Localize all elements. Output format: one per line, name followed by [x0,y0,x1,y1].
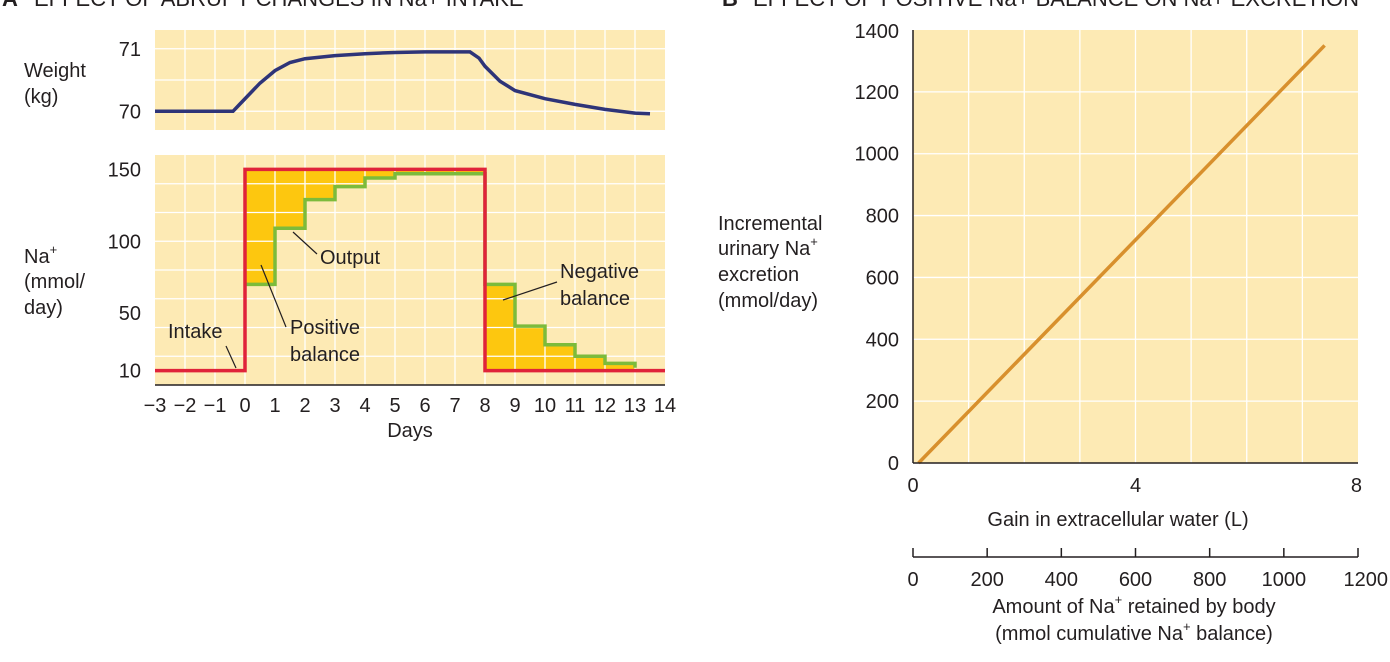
sodium-y-tick-labels: 10 50 100 150 [108,159,141,382]
water-tick-label: 4 [1130,475,1141,497]
positive-balance-annotation-line2: balance [290,344,360,366]
output-annotation-leader [292,231,318,255]
days-tick-label: 5 [389,395,400,417]
days-tick-label: 14 [654,395,676,417]
intake-annotation-leader [225,345,237,369]
positive-balance-annotation-leader [260,264,287,328]
sodium-retained-label-line2: (mmol cumulative Na+ balance) [995,619,1273,645]
days-tick-label: −2 [174,395,197,417]
weight-grid [155,30,665,130]
days-tick-label: 2 [299,395,310,417]
sodium-y-tick-label: 150 [108,159,141,181]
positive-balance-annotation-line1: Positive [290,317,360,339]
water-tick-labels: 0 4 8 [907,475,1362,497]
water-tick-label: 0 [907,475,918,497]
days-tick-label: 9 [509,395,520,417]
days-tick-label: 13 [624,395,646,417]
sodium-retained-tick-label: 600 [1119,569,1152,591]
weight-chart: 70 71 Weight (kg) [24,30,665,130]
days-tick-label: 10 [534,395,556,417]
excretion-y-tick-label: 600 [866,267,899,289]
sodium-y-tick-label: 100 [108,231,141,253]
na-y-label-line2: (mmol/ [24,271,86,293]
excretion-chart: 0 200 400 600 800 1000 1200 1400 0 4 8 Gain in ex… [718,21,1388,645]
balance-fill-step [275,169,305,229]
days-axis-label: Days [387,420,433,442]
excretion-y-label-line3: excretion [718,264,799,286]
sodium-retained-tick-label: 1200 [1344,569,1389,591]
excretion-y-tick-label: 0 [888,453,899,475]
sodium-retained-tick-label: 0 [907,569,918,591]
weight-line [155,50,651,116]
water-tick-label: 8 [1351,475,1362,497]
panel-b-heading: EFFECT OF POSITIVE Na+ BALANCE ON Na+ EX… [753,0,1359,11]
sodium-y-tick-label: 10 [119,361,141,383]
na-y-label-line1: Na+ [24,242,57,268]
excretion-y-tick-labels: 0 200 400 600 800 1000 1200 1400 [855,21,900,475]
excretion-y-tick-label: 1400 [855,21,900,43]
na-y-label-line3: day) [24,297,63,319]
sodium-retained-tick-label: 1000 [1262,569,1307,591]
sodium-retained-tick-label: 200 [970,569,1003,591]
sodium-retained-tick-label: 800 [1193,569,1226,591]
weight-y-tick-label: 71 [119,39,141,61]
balance-fill-step [245,169,275,285]
panel-b-letter: B [722,0,738,11]
excretion-y-tick-label: 200 [866,391,899,413]
days-tick-label: 8 [479,395,490,417]
negative-balance-annotation-line1: Negative [560,261,639,283]
negative-balance-annotation-leader [502,281,558,301]
weight-y-tick-label: 70 [119,101,141,123]
days-tick-label: 7 [449,395,460,417]
balance-fill-step [335,169,365,187]
excretion-line [917,44,1326,465]
intake-annotation: Intake [168,321,222,343]
balance-fill-step [305,169,335,200]
negative-balance-annotation-line2: balance [560,288,630,310]
sodium-retained-label-line1: Amount of Na+ retained by body [992,592,1275,618]
excretion-grid [913,30,1358,463]
excretion-y-tick-label: 1200 [855,82,900,104]
panel-a-heading: EFFECT OF ABRUPT CHANGES IN Na+ INTAKE [34,0,524,11]
intake-line [155,167,665,373]
balance-fill-step [365,169,395,178]
panel-a-letter: A [2,0,18,11]
sodium-retained-ticks: 0 200 400 600 800 1000 1200 [907,548,1388,591]
days-tick-label: 12 [594,395,616,417]
days-tick-label: −1 [204,395,227,417]
excretion-y-tick-label: 800 [866,206,899,228]
days-tick-label: 6 [419,395,430,417]
excretion-y-tick-label: 1000 [855,144,900,166]
days-tick-label: 1 [269,395,280,417]
weight-y-label-line1: Weight [24,60,86,82]
days-tick-label: 0 [239,395,250,417]
sodium-retained-tick-label: 400 [1045,569,1078,591]
days-tick-label: 4 [359,395,370,417]
excretion-y-label-line4: (mmol/day) [718,290,818,312]
sodium-y-tick-label: 50 [119,303,141,325]
weight-y-tick-labels: 70 71 [119,39,141,124]
balance-fill-step [575,356,605,371]
balance-fill-step [605,363,635,371]
balance-fill-step [395,169,485,174]
balance-fill-step [545,344,575,371]
days-tick-label: 11 [565,395,586,417]
excretion-y-label-line1: Incremental [718,213,823,235]
excretion-y-tick-label: 400 [866,329,899,351]
balance-fill-step [515,326,545,371]
days-tick-label: −3 [144,395,167,417]
output-annotation: Output [320,247,380,269]
water-axis-label: Gain in extracellular water (L) [987,509,1248,531]
days-tick-label: 3 [329,395,340,417]
days-tick-labels: −3 −2 −1 0 1 2 3 4 5 6 7 8 9 10 11 12 13 14 [144,395,677,417]
weight-y-label-line2: (kg) [24,86,58,108]
excretion-y-label-line2: urinary Na+ [718,234,818,260]
